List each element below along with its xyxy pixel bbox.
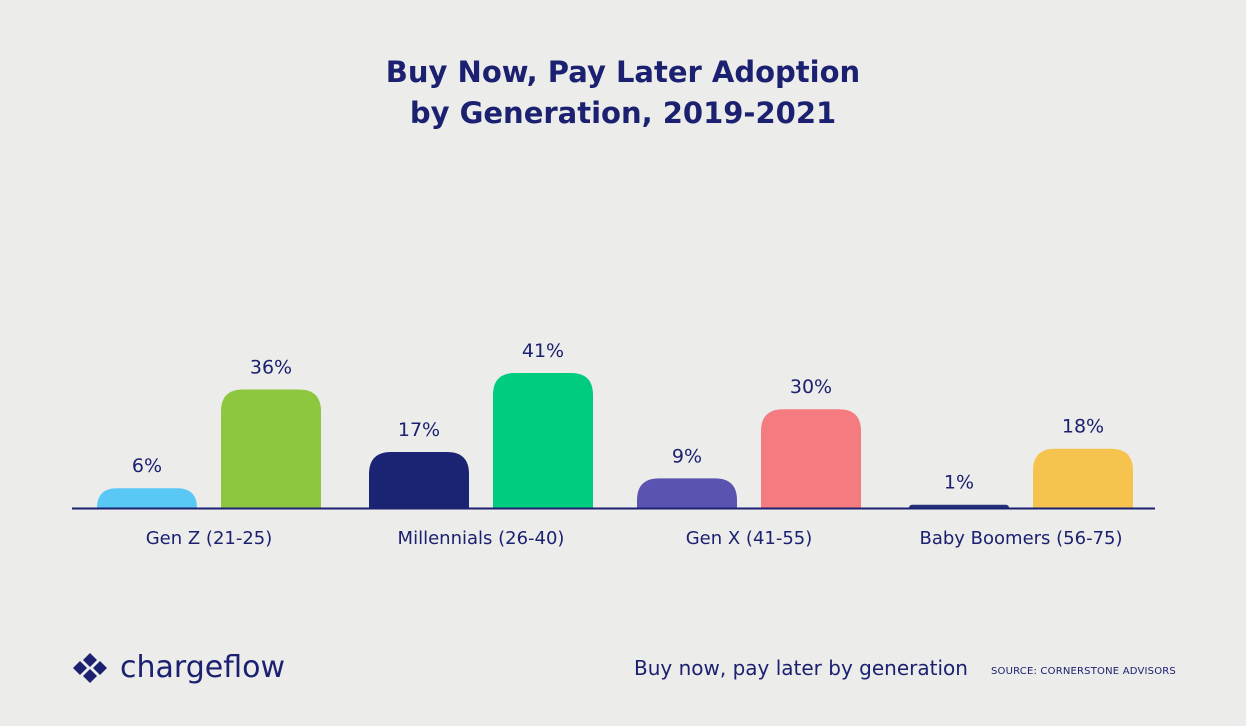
bar-2019-1 [97,488,197,508]
bar-2021-3 [761,409,861,508]
value-label: 18% [1062,416,1104,438]
chart-title-line-2: by Generation, 2019-2021 [409,96,837,130]
bar-2021-2 [493,373,593,508]
brand-name: chargeflow [120,650,285,685]
bar-2021-4 [1033,448,1133,508]
value-label: 9% [672,445,702,467]
bar-2021-1 [221,389,321,508]
bar-2019-2 [369,452,469,508]
value-label: 17% [398,419,440,441]
chart-title: Buy Now, Pay Later Adoption by Generatio… [0,52,1246,134]
bar-2019-4 [909,504,1009,508]
chargeflow-logo-icon [73,653,107,683]
category-label: Gen Z (21-25) [146,528,273,549]
category-label: Millennials (26-40) [398,528,565,549]
value-label: 1% [944,472,974,494]
category-label: Baby Boomers (56-75) [919,528,1122,549]
footer-caption: Buy now, pay later by generation [634,656,968,680]
category-label: Gen X (41-55) [686,528,813,549]
source-credit: SOURCE: CORNERSTONE ADVISORS [991,666,1176,677]
value-label: 41% [522,340,564,362]
chart-title-line-1: Buy Now, Pay Later Adoption [385,55,861,89]
value-label: 6% [132,455,162,477]
bar-2019-3 [637,478,737,508]
brand-logo: chargeflow [72,648,285,688]
value-label: 30% [790,376,832,398]
value-label: 36% [250,356,292,378]
